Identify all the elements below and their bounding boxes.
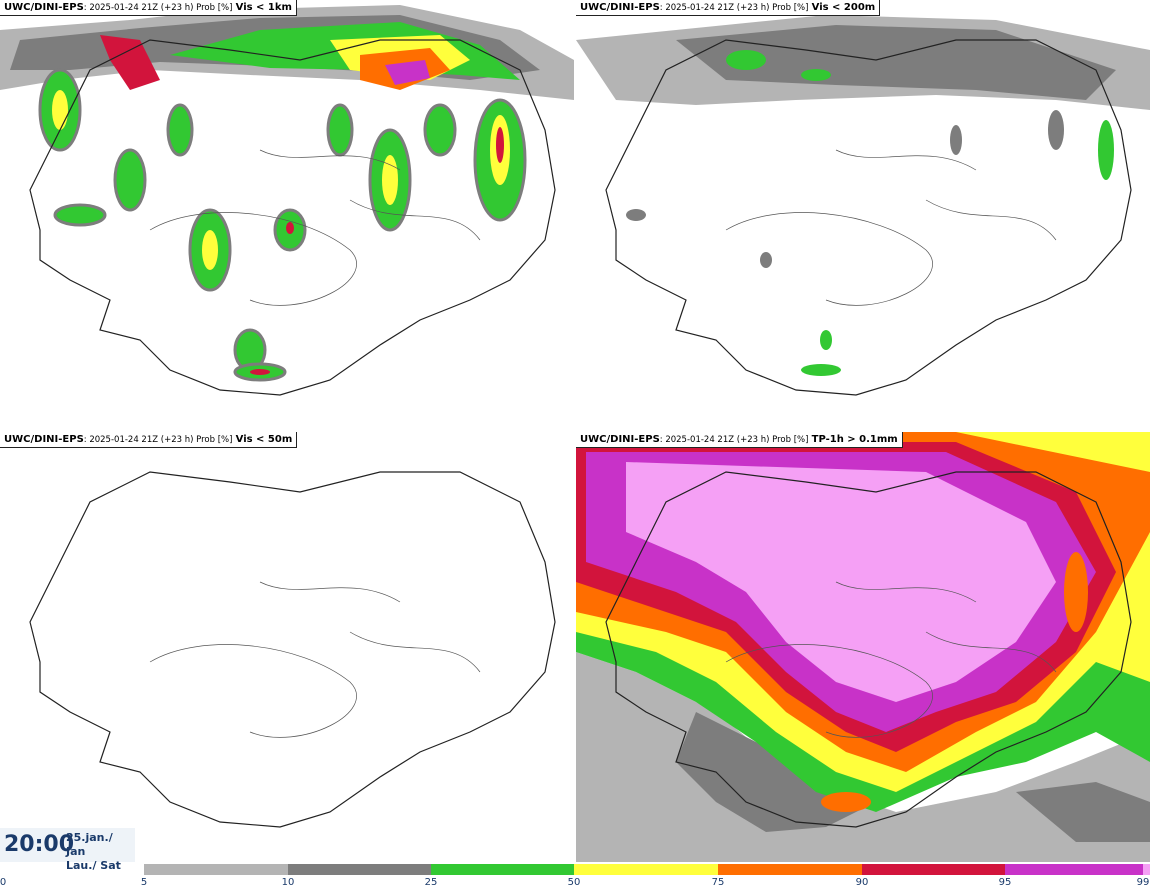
- colorbar: 0 5 10 25 50 75 90 95 99: [0, 864, 1150, 891]
- contour-lines: [149, 149, 481, 306]
- coastline: [605, 471, 1132, 828]
- colorbar-segment: [288, 864, 431, 875]
- colorbar-segment: [574, 864, 718, 875]
- panel-title: UWC/DINI-EPS: 2025-01-24 21Z (+23 h) Pro…: [0, 432, 298, 448]
- valid-time: 20:00: [4, 832, 75, 857]
- colorbar-segment: [1005, 864, 1143, 875]
- colorbar-tick-label: 50: [567, 877, 581, 888]
- contour-lines: [725, 581, 1057, 738]
- contour-lines: [149, 581, 481, 738]
- coastline: [605, 39, 1132, 396]
- colorbar-tick-label: 75: [711, 877, 725, 888]
- map-canvas: [576, 15, 1150, 396]
- contour-lines: [725, 149, 1057, 306]
- map-panel-vis-200m: UWC/DINI-EPS: 2025-01-24 21Z (+23 h) Pro…: [576, 0, 1150, 430]
- colorbar-segment: [718, 864, 862, 875]
- panel-title: UWC/DINI-EPS: 2025-01-24 21Z (+23 h) Pro…: [576, 432, 903, 448]
- colorbar-tick-label: 5: [140, 877, 148, 888]
- colorbar-tick-label: 10: [281, 877, 295, 888]
- colorbar-tick-label: 25: [424, 877, 438, 888]
- colorbar-segment: [1143, 864, 1150, 875]
- prob-fields: [0, 5, 574, 382]
- prob-fields: [576, 432, 1150, 862]
- map-canvas: [576, 432, 1150, 862]
- map-canvas: [29, 471, 556, 828]
- map-panel-precip: UWC/DINI-EPS: 2025-01-24 21Z (+23 h) Pro…: [576, 432, 1150, 862]
- coastline: [29, 39, 556, 396]
- colorbar-tick-label: 95: [998, 877, 1012, 888]
- map-canvas: [0, 5, 574, 396]
- map-panel-vis-50m: UWC/DINI-EPS: 2025-01-24 21Z (+23 h) Pro…: [0, 432, 574, 862]
- map-panel-vis-1km: UWC/DINI-EPS: 2025-01-24 21Z (+23 h) Pro…: [0, 0, 574, 430]
- coastline: [29, 471, 556, 828]
- panel-title: UWC/DINI-EPS: 2025-01-24 21Z (+23 h) Pro…: [0, 0, 297, 16]
- colorbar-segment: [431, 864, 574, 875]
- prob-fields: [576, 15, 1150, 376]
- colorbar-tick-label: 0: [0, 877, 7, 888]
- colorbar-tick-label: 90: [855, 877, 869, 888]
- valid-time-box: 20:00 25.jan./ Jan Lau./ Sat: [0, 828, 135, 872]
- valid-date: 25.jan./ Jan Lau./ Sat: [66, 831, 121, 872]
- colorbar-segment: [144, 864, 288, 875]
- colorbar-segment: [862, 864, 1005, 875]
- panel-title: UWC/DINI-EPS: 2025-01-24 21Z (+23 h) Pro…: [576, 0, 881, 16]
- colorbar-tick-label: 99: [1136, 877, 1150, 888]
